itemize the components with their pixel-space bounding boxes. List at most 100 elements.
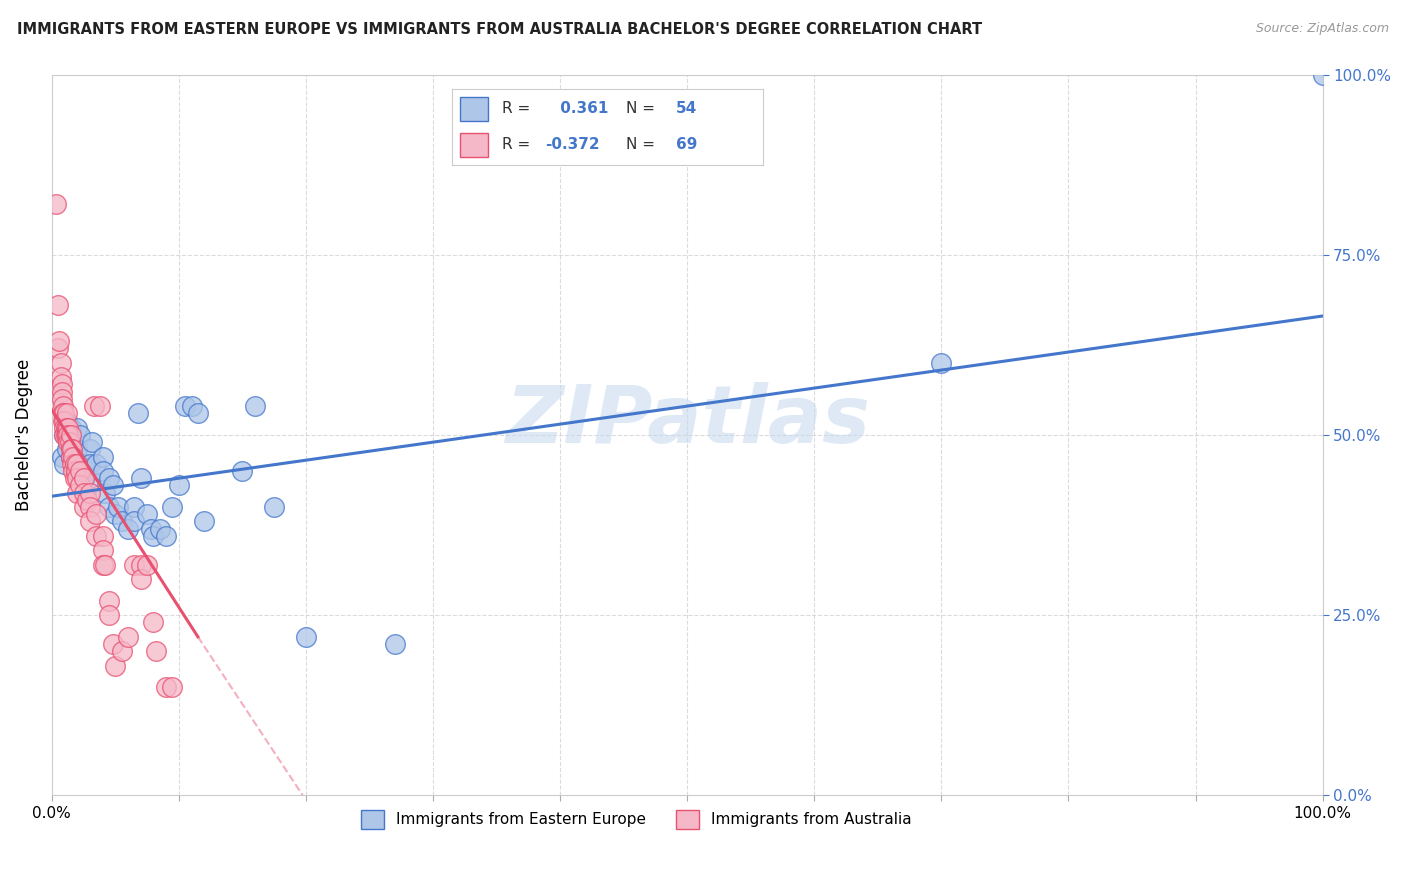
Point	[58, 428, 80, 442]
Point	[72, 471, 94, 485]
Point	[53, 406, 76, 420]
Point	[129, 471, 152, 485]
Point	[145, 644, 167, 658]
Point	[104, 658, 127, 673]
Point	[59, 421, 82, 435]
Point	[56, 428, 79, 442]
Text: IMMIGRANTS FROM EASTERN EUROPE VS IMMIGRANTS FROM AUSTRALIA BACHELOR'S DEGREE CO: IMMIGRANTS FROM EASTERN EUROPE VS IMMIGR…	[17, 22, 981, 37]
Point	[69, 428, 91, 442]
Point	[97, 593, 120, 607]
Point	[59, 442, 82, 457]
Point	[180, 399, 202, 413]
Point	[101, 637, 124, 651]
Point	[129, 572, 152, 586]
Point	[63, 471, 86, 485]
Point	[58, 428, 80, 442]
Point	[79, 485, 101, 500]
Point	[101, 478, 124, 492]
Point	[174, 399, 197, 413]
Point	[59, 450, 82, 464]
Point	[65, 464, 87, 478]
Point	[55, 428, 77, 442]
Point	[79, 471, 101, 485]
Point	[55, 421, 77, 435]
Point	[53, 428, 76, 442]
Point	[107, 500, 129, 514]
Point	[52, 413, 75, 427]
Text: Source: ZipAtlas.com: Source: ZipAtlas.com	[1256, 22, 1389, 36]
Point	[111, 515, 134, 529]
Point	[84, 508, 107, 522]
Point	[63, 457, 86, 471]
Point	[69, 478, 91, 492]
Point	[104, 508, 127, 522]
Point	[53, 428, 76, 442]
Point	[97, 471, 120, 485]
Point	[124, 515, 146, 529]
Point	[142, 529, 165, 543]
Point	[59, 435, 82, 450]
Point	[89, 399, 111, 413]
Point	[69, 464, 91, 478]
Point	[46, 342, 69, 356]
Point	[72, 485, 94, 500]
Point	[124, 558, 146, 572]
Point	[155, 529, 177, 543]
Point	[60, 442, 83, 457]
Point	[136, 558, 159, 572]
Point	[59, 428, 82, 442]
Point	[129, 558, 152, 572]
Point	[193, 515, 215, 529]
Y-axis label: Bachelor's Degree: Bachelor's Degree	[15, 359, 32, 511]
Point	[45, 197, 67, 211]
Point	[79, 500, 101, 514]
Point	[62, 442, 84, 457]
Point	[139, 522, 162, 536]
Point	[155, 680, 177, 694]
Point	[56, 413, 79, 427]
Point	[66, 471, 89, 485]
Point	[136, 508, 159, 522]
Point	[58, 435, 80, 450]
Point	[48, 334, 70, 349]
Point	[243, 399, 266, 413]
Point	[149, 522, 172, 536]
Point	[51, 384, 73, 399]
Point	[1312, 68, 1334, 82]
Point	[167, 478, 190, 492]
Point	[124, 500, 146, 514]
Point	[62, 464, 84, 478]
Point	[91, 529, 114, 543]
Point	[56, 406, 79, 420]
Point	[51, 392, 73, 406]
Point	[84, 529, 107, 543]
Point	[66, 421, 89, 435]
Point	[76, 464, 98, 478]
Point	[58, 421, 80, 435]
Point	[72, 457, 94, 471]
Point	[46, 298, 69, 312]
Point	[59, 450, 82, 464]
Point	[49, 370, 72, 384]
Point	[72, 471, 94, 485]
Point	[97, 608, 120, 623]
Point	[82, 435, 104, 450]
Point	[295, 630, 318, 644]
Point	[97, 500, 120, 514]
Point	[263, 500, 285, 514]
Point	[51, 450, 73, 464]
Point	[931, 356, 953, 370]
Point	[79, 457, 101, 471]
Point	[117, 522, 139, 536]
Point	[127, 406, 149, 420]
Point	[66, 457, 89, 471]
Point	[56, 421, 79, 435]
Point	[53, 413, 76, 427]
Point	[111, 644, 134, 658]
Point	[91, 543, 114, 558]
Point	[83, 399, 105, 413]
Point	[49, 356, 72, 370]
Point	[117, 630, 139, 644]
Point	[84, 457, 107, 471]
Point	[53, 457, 76, 471]
